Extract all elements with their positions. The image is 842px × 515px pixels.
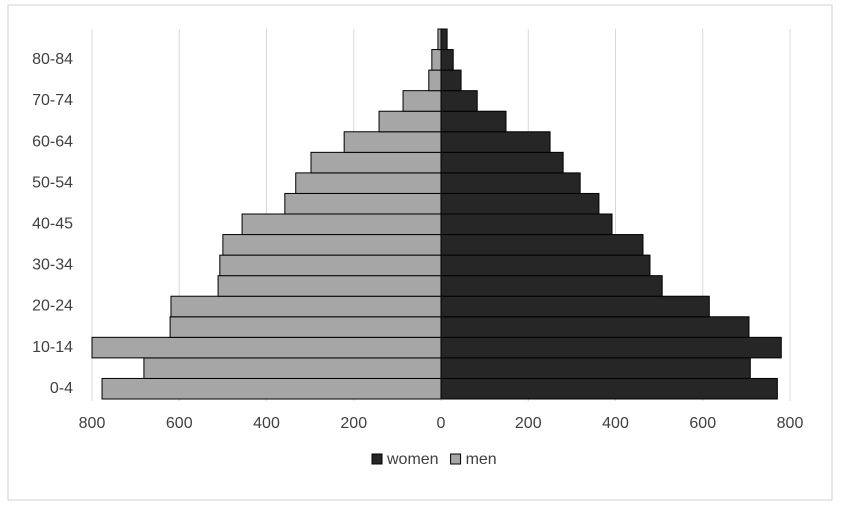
x-tick-label: 200 bbox=[515, 415, 542, 432]
legend-swatch bbox=[450, 453, 462, 465]
bar bbox=[440, 234, 644, 256]
bar bbox=[440, 295, 710, 318]
bar bbox=[170, 295, 442, 318]
labels: 800 600 400 200 0 200 400 600 800 0-4 10-14 20-24 30… bbox=[32, 51, 803, 432]
bar bbox=[440, 316, 750, 338]
legend-label: women bbox=[386, 451, 439, 468]
bar bbox=[91, 336, 442, 359]
bar bbox=[378, 110, 442, 133]
y-tick-label: 60-64 bbox=[32, 133, 73, 150]
bar bbox=[440, 275, 663, 297]
bar bbox=[431, 49, 442, 71]
bar bbox=[440, 172, 581, 194]
bar bbox=[440, 131, 551, 153]
legend: women men bbox=[371, 451, 497, 468]
x-tick-label: 800 bbox=[777, 415, 804, 432]
bar bbox=[440, 192, 600, 215]
bar bbox=[343, 131, 442, 153]
x-tick-label: 400 bbox=[602, 415, 629, 432]
y-tick-label: 40-45 bbox=[32, 215, 73, 232]
bar bbox=[440, 28, 448, 51]
bar bbox=[219, 254, 442, 277]
bar bbox=[440, 254, 651, 277]
x-tick-label: 200 bbox=[340, 415, 367, 432]
x-tick-label: 800 bbox=[79, 415, 106, 432]
bar bbox=[217, 275, 442, 297]
bar bbox=[440, 110, 507, 133]
bar bbox=[284, 192, 442, 215]
bar bbox=[440, 357, 751, 379]
bar bbox=[169, 316, 442, 338]
y-tick-label: 80-84 bbox=[32, 51, 73, 68]
bar bbox=[440, 213, 613, 236]
bar bbox=[310, 151, 442, 174]
bar bbox=[222, 234, 442, 256]
x-tick-label: 0 bbox=[437, 415, 446, 432]
y-tick-label: 50-54 bbox=[32, 174, 73, 191]
bar bbox=[241, 213, 442, 236]
bar bbox=[428, 69, 442, 92]
bar bbox=[440, 336, 782, 359]
bars bbox=[91, 28, 782, 400]
x-tick-label: 600 bbox=[166, 415, 193, 432]
bar bbox=[101, 377, 442, 400]
legend-label: men bbox=[466, 451, 497, 468]
bar bbox=[440, 90, 478, 112]
bar bbox=[295, 172, 442, 194]
x-tick-label: 400 bbox=[253, 415, 280, 432]
y-tick-label: 0-4 bbox=[50, 380, 73, 397]
y-tick-label: 30-34 bbox=[32, 257, 73, 274]
x-tick-label: 600 bbox=[689, 415, 716, 432]
y-tick-label: 20-24 bbox=[32, 298, 73, 315]
bar bbox=[440, 69, 462, 92]
y-tick-label: 10-14 bbox=[32, 339, 73, 356]
bar bbox=[402, 90, 442, 112]
bar bbox=[143, 357, 442, 379]
bar bbox=[440, 151, 564, 174]
y-tick-label: 70-74 bbox=[32, 92, 73, 109]
bar bbox=[440, 377, 778, 400]
legend-swatch bbox=[371, 453, 383, 465]
bar bbox=[440, 49, 454, 71]
